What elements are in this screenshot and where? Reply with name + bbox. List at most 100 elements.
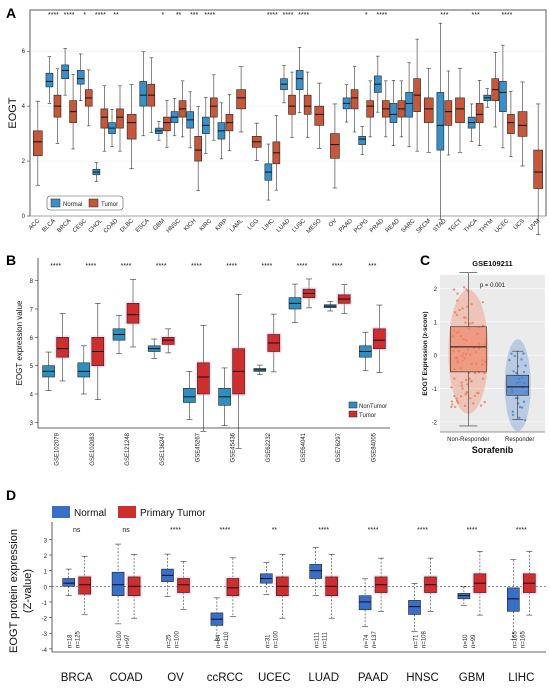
panel-a-xtick-label: KIRP — [215, 218, 229, 232]
panel-d-xtick-label: LUAD — [308, 672, 339, 684]
panel-a-xtick-label: STAD — [433, 218, 449, 234]
panel-d-xtick-label: PAAD — [358, 672, 388, 684]
panel-a-box-normal-box — [405, 92, 413, 118]
panel-b-significance: **** — [50, 263, 61, 270]
panel-c-point — [453, 377, 456, 380]
panel-c-point — [470, 380, 473, 383]
panel-a-box-tumor-box — [303, 94, 312, 115]
panel-d-n-tumor: n=99 — [471, 634, 477, 648]
panel-d-legend-swatch-tumor — [118, 506, 136, 518]
panel-d-box-normal-box — [62, 578, 76, 587]
panel-a-box-tumor-box — [517, 111, 528, 137]
panel-c-point — [463, 404, 467, 408]
panel-d-xtick-label: BRCA — [61, 672, 93, 684]
panel-d-n-normal: n=84 — [216, 634, 222, 648]
panel-c-point — [454, 311, 457, 314]
panel-c-point — [451, 403, 454, 406]
panel-d-ytick-label: -3 — [42, 632, 48, 638]
panel-c-point — [469, 322, 472, 325]
panel-c-ytick-label: -1 — [432, 387, 438, 393]
panel-c-point — [460, 384, 464, 387]
panel-c-point — [455, 399, 459, 403]
panel-c-point — [450, 400, 454, 403]
panel-a-significance: ** — [176, 12, 182, 19]
panel-d-box-normal-box — [408, 600, 421, 615]
panel-c-point — [481, 300, 485, 304]
panel-a-xtick-label: LIHC — [262, 218, 276, 232]
panel-c-point — [452, 288, 456, 291]
panel-b-xtick-label: GSE102083 — [90, 432, 96, 465]
panel-b-ylabel: EOGT expression value — [15, 300, 24, 385]
panel-d-box-tumor-box — [177, 578, 190, 593]
panel-b-significance: **** — [332, 263, 343, 270]
panel-c-point — [454, 405, 457, 409]
panel-d-n-normal: n=100 — [117, 630, 123, 648]
panel-b-xtick-label: GSE121248 — [125, 432, 131, 465]
panel-letter-b: B — [6, 252, 16, 268]
panel-a-xtick-label: UVM — [528, 218, 542, 232]
panel-b-significance: **** — [85, 263, 96, 270]
panel-b-ytick-label: 8 — [30, 279, 34, 285]
panel-c-point — [456, 292, 459, 295]
panel-a-significance: *** — [472, 12, 480, 19]
panel-d-box-tumor-box — [78, 576, 91, 595]
panel-a-ytick-label: 0 — [22, 214, 26, 220]
panel-a-xtick-label: UCEC — [494, 218, 511, 235]
panel-c-point — [473, 394, 477, 397]
panel-a-box-normal-box — [295, 70, 304, 90]
panel-b-box-tumor-box — [126, 303, 140, 324]
panel-c-point — [456, 401, 460, 405]
panel-a-significance: **** — [267, 12, 278, 19]
panel-letter-c: C — [420, 252, 430, 268]
panel-a-box-tumor-box — [210, 97, 218, 118]
panel-c-point — [455, 397, 458, 400]
panel-d-significance: **** — [466, 527, 477, 534]
panel-a-box-tumor-box — [423, 97, 434, 123]
panel-a-xtick-label: LUSC — [291, 218, 307, 234]
panel-d-chart: -4 -3 -2 -1 0 1 2 3 EOGT protein expression (Z-va… — [8, 506, 546, 684]
panel-b-ytick-label: 4 — [30, 393, 34, 399]
panel-c-point — [481, 377, 485, 381]
panel-a-xtick-label: SKCM — [416, 218, 433, 235]
panel-c-point — [470, 302, 473, 306]
panel-b-legend-tumor: Tumor — [359, 413, 376, 419]
panel-a-box-normal-box — [61, 64, 69, 79]
panel-a-xtick-label: OV — [328, 218, 338, 228]
panel-c-box-responder-box — [506, 374, 530, 396]
panel-d-n-normal: n=25 — [167, 634, 173, 648]
panel-a-significance: **** — [501, 12, 512, 19]
panel-a-ytick-label: 6 — [22, 49, 26, 55]
panel-c-ytick-label: 1 — [434, 320, 438, 326]
panel-b-xtick-label: GSE45267 — [195, 432, 201, 462]
panel-d-n-normal: n=31 — [265, 634, 271, 648]
panel-b-ytick-label: 5 — [30, 364, 34, 370]
panel-c-point — [464, 393, 467, 396]
panel-d-box-normal-box — [111, 571, 125, 596]
panel-c-box-nonresponder-box — [450, 326, 487, 373]
panel-b-xtick-label: GSE45436 — [231, 432, 237, 462]
panel-c-point — [464, 321, 467, 324]
panel-a-xtick-label: ESCA — [135, 218, 151, 234]
panel-a-box-normal-box — [436, 92, 445, 151]
panel-d-legend: Normal Primary Tumor — [52, 506, 206, 519]
panel-d-ytick-label: -4 — [42, 648, 48, 654]
panel-a-box-tumor-box — [455, 97, 465, 123]
panel-b-box-tumor-box — [161, 337, 175, 345]
panel-d-n-tumor: n=111 — [323, 631, 329, 648]
panel-a-xtick-label: GBM — [152, 218, 166, 232]
panel-a-box-tumor-box — [33, 130, 43, 156]
panel-a-box-tumor-box — [236, 89, 246, 110]
panel-c-point — [522, 352, 525, 355]
panel-c-point — [473, 371, 477, 375]
panel-c-pvalue: p = 0.001 — [480, 283, 506, 289]
panel-c-point — [471, 321, 474, 325]
panel-b-significance: **** — [297, 263, 308, 270]
panel-c-point — [460, 381, 463, 384]
panel-a-box-tumor-box — [288, 94, 296, 115]
panel-d-n-tumor: n=137 — [372, 630, 378, 648]
panel-a-xtick-label: COAD — [103, 218, 120, 235]
panel-a-box-tumor-box — [350, 89, 359, 110]
panel-d-significance: ns — [122, 527, 130, 534]
panel-d-ytick-label: -1 — [42, 601, 48, 607]
